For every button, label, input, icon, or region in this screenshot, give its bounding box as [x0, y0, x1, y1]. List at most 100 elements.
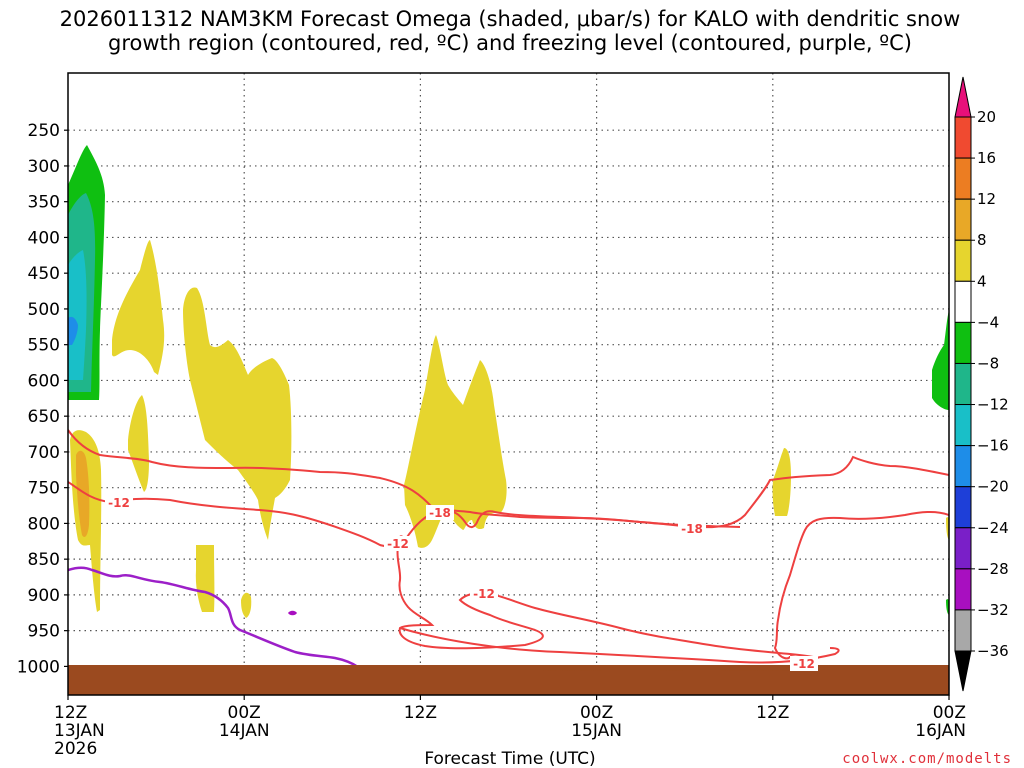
omega-region-blue-left	[68, 316, 78, 345]
omega-region-yellow-2	[112, 240, 165, 375]
omega-region-yellow-8	[772, 448, 791, 516]
x-tick-label: 00Z	[228, 703, 261, 723]
y-axis: 250 300 350 400 450 500 550 600 650 700 750 800 850 9…	[17, 121, 68, 677]
colorbar-label: 16	[977, 149, 996, 167]
y-tick-label: 500	[28, 300, 60, 320]
colorbar-band	[954, 527, 972, 570]
contour-label-minus12-a: -12	[108, 496, 130, 510]
colorbar-band	[954, 321, 972, 364]
colorbar-label: 4	[977, 272, 987, 290]
colorbar-band	[954, 362, 972, 406]
x-tick-label: 12Z	[756, 703, 789, 723]
plot-frame	[67, 72, 950, 696]
colorbar-band	[954, 157, 972, 200]
x-tick-label: 15JAN	[571, 721, 622, 741]
colorbar-label: −36	[977, 642, 1009, 660]
y-tick-label: 350	[28, 193, 60, 213]
isotherm-minus12-loop-1	[396, 544, 819, 660]
isotherm-minus12-lower-right	[773, 511, 949, 660]
x-tick-label: 2026	[54, 739, 97, 759]
contour-label-bg	[790, 656, 818, 671]
colorbar-band	[954, 486, 972, 529]
omega-region-cyan-left	[68, 250, 87, 380]
colorbar-label: −20	[977, 478, 1009, 496]
colorbar-label: −16	[977, 437, 1009, 455]
x-tick-label: 12Z	[54, 703, 87, 723]
y-tick-label: 850	[28, 550, 60, 570]
x-tick-label: 13JAN	[54, 721, 105, 741]
colorbar: 20 16 12 8 4 −4 −8 −12 −16 −20 −24 −28 −32 −36	[954, 76, 1009, 692]
colorbar-label: 20	[977, 108, 996, 126]
y-tick-label: 300	[28, 157, 60, 177]
contour-label-bg	[426, 505, 454, 520]
colorbar-band	[954, 609, 972, 652]
y-tick-label: 400	[28, 228, 60, 248]
colorbar-label: −4	[977, 313, 999, 331]
colorbar-band	[954, 568, 972, 611]
y-tick-label: 450	[28, 264, 60, 284]
x-tick-label: 00Z	[933, 703, 966, 723]
colorbar-band	[954, 280, 972, 323]
y-tick-label: 800	[28, 514, 60, 534]
y-tick-label: 950	[28, 622, 60, 642]
colorbar-label: −28	[977, 560, 1009, 578]
x-tick-label: 12Z	[404, 703, 437, 723]
y-tick-label: 250	[28, 121, 60, 141]
y-tick-label: 700	[28, 443, 60, 463]
omega-shading	[68, 145, 949, 618]
contour-label-bg	[678, 521, 706, 536]
colorbar-label: −24	[977, 519, 1009, 537]
contour-label-minus18-b: -18	[681, 522, 703, 536]
omega-region-yellow-4	[183, 287, 292, 540]
colorbar-top-arrow	[954, 76, 972, 118]
y-tick-label: 600	[28, 371, 60, 391]
x-tick-label: 00Z	[580, 703, 613, 723]
omega-region-yellow-5	[195, 545, 215, 612]
contour-label-minus12-d: -12	[793, 657, 815, 671]
isotherm-upper-minus12	[68, 429, 949, 529]
colorbar-label: 12	[977, 190, 996, 208]
freezing-level	[68, 566, 359, 669]
contour-label-bg	[384, 536, 412, 551]
omega-region-green-right	[932, 310, 949, 410]
y-tick-label: 550	[28, 336, 60, 356]
omega-region-yellow-6	[241, 592, 252, 618]
colorbar-bottom-arrow	[954, 650, 972, 692]
contour-label-minus12-b: -12	[387, 537, 409, 551]
omega-region-purple-dot	[288, 610, 297, 616]
colorbar-label: −32	[977, 601, 1009, 619]
colorbar-band	[954, 239, 972, 282]
omega-region-yellow-7	[404, 335, 507, 548]
colorbar-band	[954, 116, 972, 159]
y-tick-label: 900	[28, 586, 60, 606]
colorbar-band	[954, 445, 972, 488]
ground-surface-top	[68, 665, 949, 695]
colorbar-label: 8	[977, 231, 987, 249]
contour-labels: -12 -12 -18 -18 -12 -12	[105, 495, 818, 671]
credit-text: coolwx.com/modelts	[842, 751, 1012, 767]
y-tick-label: 650	[28, 407, 60, 427]
omega-region-yellow-3	[128, 395, 149, 492]
isotherm-minus12-bottom	[399, 627, 840, 664]
x-axis-title: Forecast Time (UTC)	[424, 749, 595, 768]
isotherm-contours	[68, 429, 949, 664]
grid	[68, 73, 949, 695]
x-tick-label: 14JAN	[219, 721, 270, 741]
contour-label-minus12-c: -12	[473, 587, 495, 601]
contour-label-bg	[105, 495, 133, 510]
title-line-1: 2026011312 NAM3KM Forecast Omega (shaded…	[60, 7, 961, 31]
freezing-level-contour	[68, 566, 359, 669]
title-line-2: growth region (contoured, red, ºC) and f…	[108, 31, 912, 55]
contour-label-minus18-a: -18	[429, 506, 451, 520]
colorbar-label: −12	[977, 396, 1009, 414]
x-tick-label: 16JAN	[915, 721, 966, 741]
colorbar-band	[954, 404, 972, 447]
contour-label-bg	[470, 586, 498, 601]
y-tick-label: 750	[28, 479, 60, 499]
omega-region-orange-left	[76, 450, 90, 537]
colorbar-label: −8	[977, 354, 999, 372]
y-tick-label: 1000	[17, 657, 60, 677]
colorbar-band	[954, 198, 972, 241]
